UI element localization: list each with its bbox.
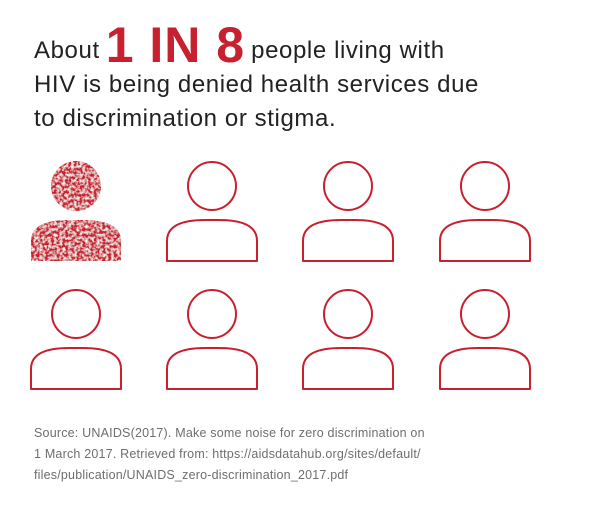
headline-line-1: About 1 IN 8 people living with [34,20,594,70]
person-icon [302,289,394,390]
headline-line-2: HIV is being denied health services due [34,71,479,98]
person-head [323,289,373,339]
person-body [439,219,531,262]
headline-suffix: people living with [251,37,445,64]
person-icon [30,289,122,390]
person-body [166,347,258,390]
person-head [51,289,101,339]
person-body [30,347,122,390]
headline-prefix: About [34,37,100,64]
person-head [460,161,510,211]
source-citation: Source: UNAIDS(2017). Make some noise fo… [34,423,594,486]
person-head [187,289,237,339]
person-icon [166,161,258,262]
person-icon [166,289,258,390]
person-head [51,161,101,211]
source-line-1: Source: UNAIDS(2017). Make some noise fo… [34,426,425,440]
person-body [166,219,258,262]
person-body [31,220,121,261]
person-icon [439,289,531,390]
person-body [302,219,394,262]
source-line-2: 1 March 2017. Retrieved from: https://ai… [34,447,421,461]
person-body [439,347,531,390]
headline: About 1 IN 8 people living with HIV is bei… [34,20,594,136]
headline-highlight: 1 IN 8 [105,17,246,73]
person-icon [302,161,394,262]
person-icon-highlighted [31,161,121,261]
headline-line-3: to discrimination or stigma. [34,105,337,132]
source-line-3: files/publication/UNAIDS_zero-discrimina… [34,468,349,482]
person-head [460,289,510,339]
person-head [187,161,237,211]
person-body [302,347,394,390]
person-head [323,161,373,211]
person-icon [439,161,531,262]
